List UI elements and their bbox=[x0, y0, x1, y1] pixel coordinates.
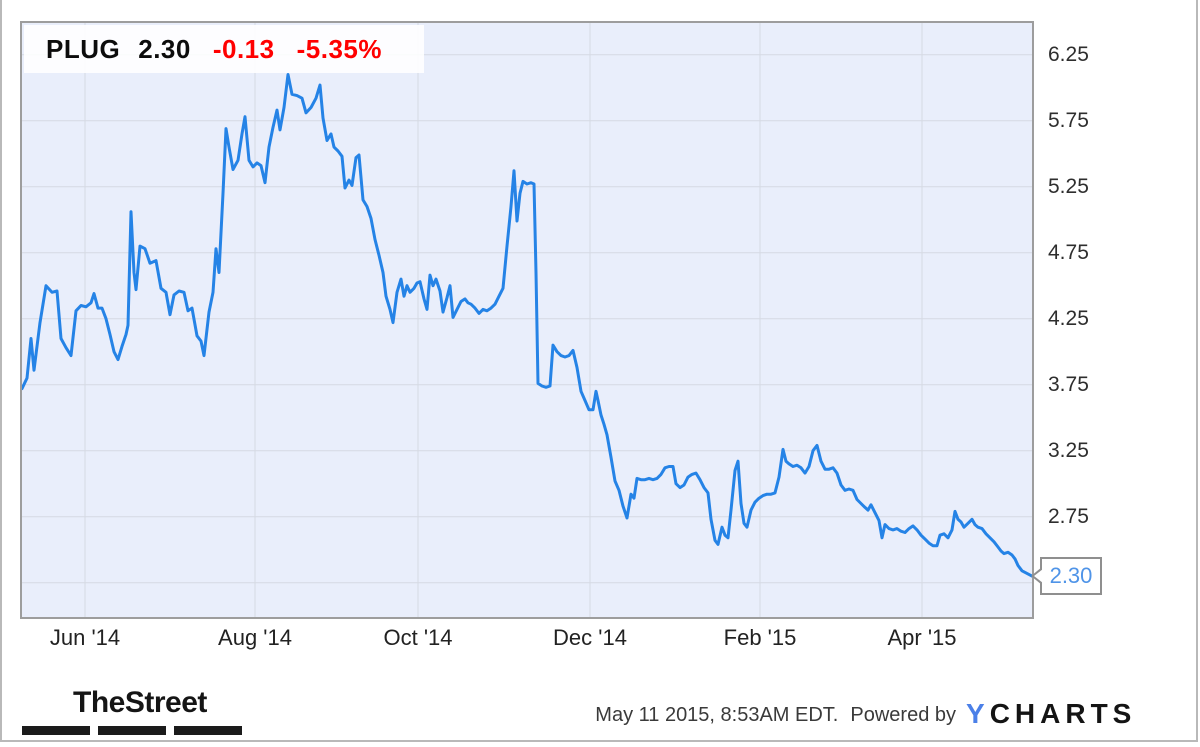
ycharts-logo-y: Y bbox=[966, 698, 990, 729]
y-axis-label: 3.25 bbox=[1048, 438, 1089, 462]
x-axis-label: Jun '14 bbox=[49, 625, 121, 650]
powered-by-label: Powered by bbox=[850, 704, 956, 726]
ycharts-logo: YCHARTS bbox=[966, 698, 1136, 730]
y-axis-label: 2.75 bbox=[1048, 504, 1089, 528]
last-price-value: 2.30 bbox=[1049, 563, 1093, 588]
x-axis-label: Aug '14 bbox=[218, 625, 292, 650]
last-price-callout: 2.30 bbox=[1040, 557, 1102, 595]
thestreet-logo: TheStreet bbox=[73, 686, 207, 719]
ticker-change: -0.13 bbox=[212, 33, 275, 64]
x-axis-label: Apr '15 bbox=[887, 625, 957, 650]
ycharts-logo-charts: CHARTS bbox=[989, 698, 1137, 729]
ticker-header: PLUG 2.30 -0.13 -5.35% bbox=[24, 25, 424, 73]
x-axis-label: Feb '15 bbox=[723, 625, 797, 650]
y-axis-label: 5.25 bbox=[1048, 174, 1089, 198]
y-axis-label: 4.75 bbox=[1048, 240, 1089, 264]
y-axis-label: 5.75 bbox=[1048, 108, 1089, 132]
plot-area: PLUG 2.30 -0.13 -5.35% bbox=[20, 21, 1034, 619]
price-line-chart bbox=[22, 23, 1032, 617]
ticker-symbol: PLUG bbox=[46, 33, 121, 64]
price-series-line bbox=[22, 73, 1032, 578]
timestamp: May 11 2015, 8:53AM EDT. Powered by bbox=[595, 704, 956, 727]
y-axis-label: 6.25 bbox=[1048, 42, 1089, 66]
ticker-price: 2.30 bbox=[138, 33, 191, 64]
x-axis-label: Oct '14 bbox=[383, 625, 453, 650]
x-axis-label: Dec '14 bbox=[553, 625, 627, 650]
thestreet-logo-bars bbox=[22, 722, 250, 740]
y-axis-label: 3.75 bbox=[1048, 372, 1089, 396]
ticker-change-percent: -5.35% bbox=[296, 33, 382, 64]
timestamp-text: May 11 2015, 8:53AM EDT. bbox=[595, 704, 839, 726]
y-axis-label: 4.25 bbox=[1048, 306, 1089, 330]
